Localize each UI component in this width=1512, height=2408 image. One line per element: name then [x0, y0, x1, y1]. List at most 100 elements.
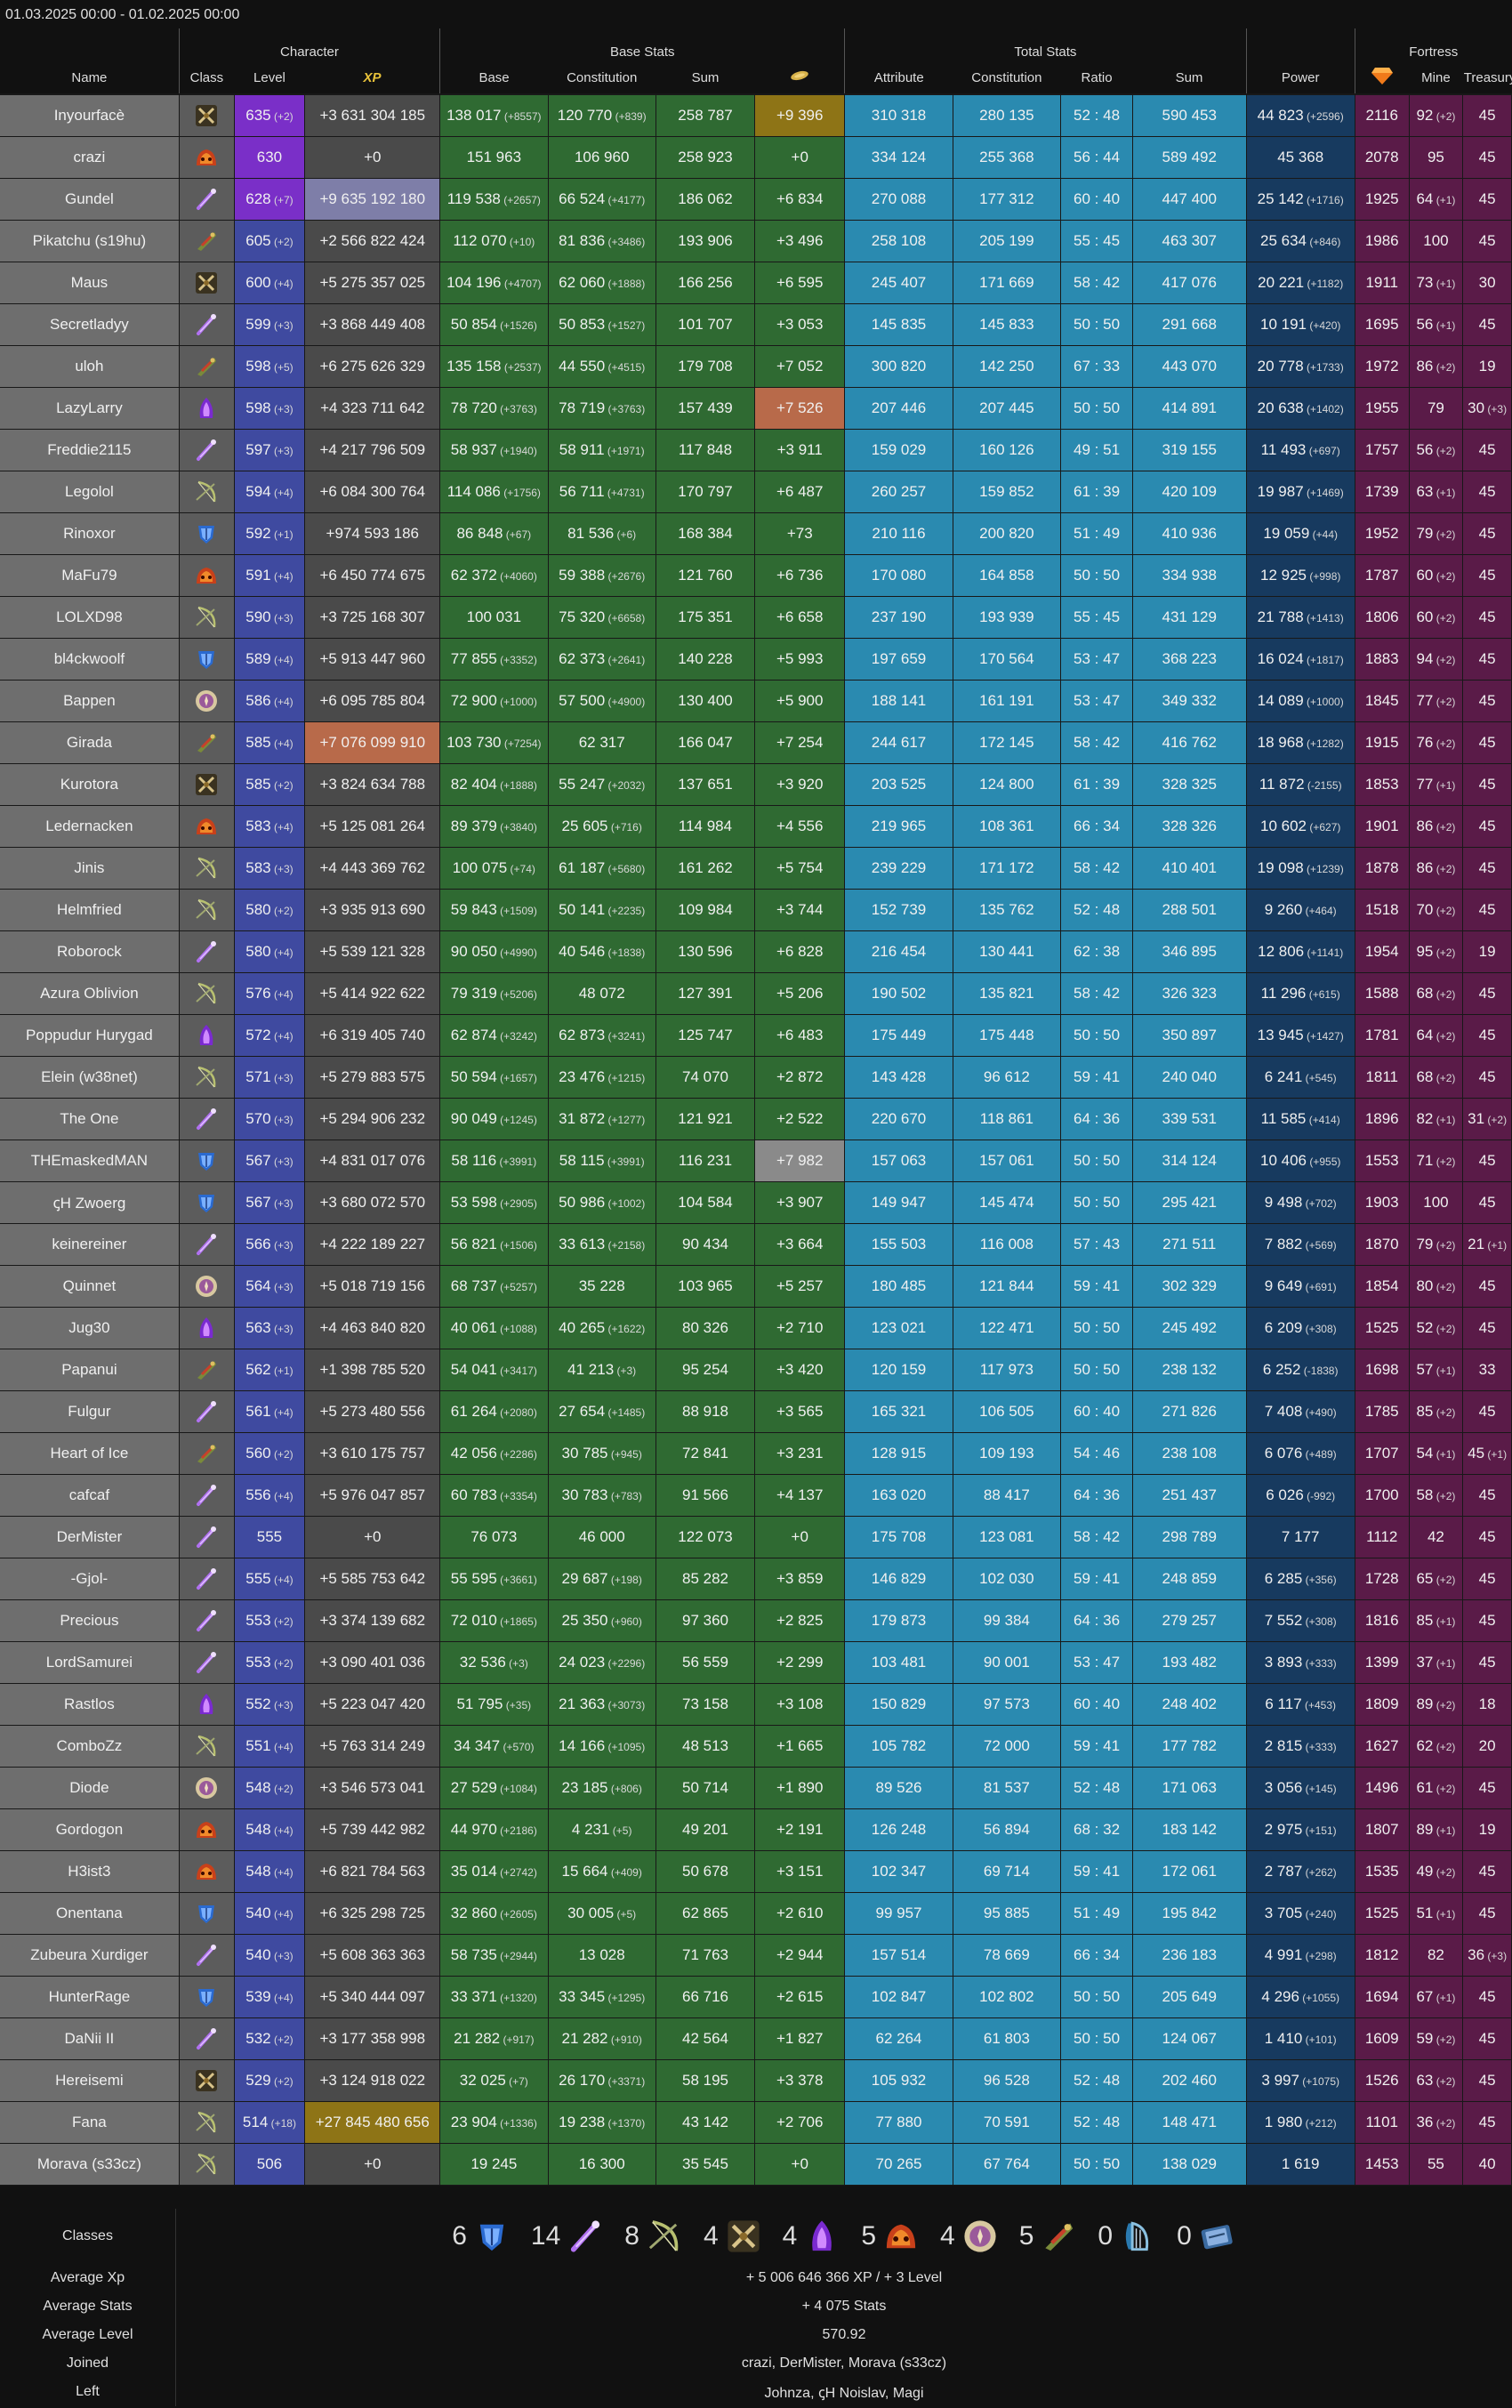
- table-row[interactable]: Roborock 580 (+4) +5 539 121 328 90 050 (+4…: [0, 930, 1512, 973]
- bonus-value: +3 907: [776, 1193, 824, 1211]
- gem-value: 1870: [1364, 1235, 1399, 1252]
- table-row[interactable]: -Gjol- 555 (+4) +5 585 753 642 55 595 (+366…: [0, 1558, 1512, 1600]
- table-row[interactable]: Gundel 628 (+7) +9 635 192 180 119 538 (+26…: [0, 178, 1512, 221]
- table-row[interactable]: cafcaf 556 (+4) +5 976 047 857 60 783 (+335…: [0, 1474, 1512, 1517]
- table-row[interactable]: Rastlos 552 (+3) +5 223 047 420 51 795 (+35…: [0, 1683, 1512, 1726]
- table-row[interactable]: Precious 553 (+2) +3 374 139 682 72 010 (+1…: [0, 1599, 1512, 1642]
- ratio-value: 52 : 48: [1074, 1778, 1121, 1796]
- table-row[interactable]: Maus 600 (+4) +5 275 357 025 104 196 (+4707…: [0, 262, 1512, 304]
- player-name: LazyLarry: [0, 387, 180, 430]
- archer-icon: [645, 2217, 684, 2256]
- header-total-sum[interactable]: Sum: [1132, 61, 1246, 94]
- table-row[interactable]: Inyourfacè 635 (+2) +3 631 304 185 138 017 …: [0, 93, 1512, 137]
- table-row[interactable]: Secretladyy 599 (+3) +3 868 449 408 50 854 …: [0, 303, 1512, 346]
- header-name[interactable]: Name: [0, 61, 180, 94]
- table-row[interactable]: Azura Oblivion 576 (+4) +5 414 922 622 79 3…: [0, 972, 1512, 1015]
- mage-icon: [193, 938, 220, 965]
- base-sum-value: 85 282: [682, 1569, 728, 1587]
- table-row[interactable]: Morava (s33cz) 506 +0 19 245 16 300 35 545 +0 7…: [0, 2143, 1512, 2186]
- xp: +4 222 189 227: [304, 1223, 441, 1266]
- header-gem[interactable]: [1354, 61, 1410, 94]
- assassin-icon: [802, 2217, 841, 2256]
- ratio: 61 : 39: [1060, 763, 1133, 806]
- header-class[interactable]: Class: [178, 61, 234, 94]
- table-row[interactable]: Zubeura Xurdiger 540 (+3) +5 608 363 363 58…: [0, 1934, 1512, 1977]
- power-delta: (+1182): [1304, 277, 1344, 290]
- table-row[interactable]: Rinoxor 592 (+1) +974 593 186 86 848 (+67) 8…: [0, 512, 1512, 555]
- ratio-value: 62 : 38: [1074, 942, 1121, 960]
- mine: 56 (+1): [1409, 303, 1464, 346]
- constitution-value: 106 960: [574, 148, 630, 165]
- power-delta: (+1716): [1303, 193, 1344, 206]
- table-row[interactable]: Gordogon 548 (+4) +5 739 442 982 44 970 (+2…: [0, 1808, 1512, 1851]
- table-row[interactable]: HunterRage 539 (+4) +5 340 444 097 33 371 (…: [0, 1976, 1512, 2018]
- header-attribute[interactable]: Attribute: [844, 61, 953, 94]
- base-stat: 104 196 (+4707): [439, 262, 549, 304]
- attribute-value: 159 029: [871, 440, 927, 458]
- mine-delta: (+2): [1433, 1238, 1456, 1252]
- table-row[interactable]: H3ist3 548 (+4) +6 821 784 563 35 014 (+274…: [0, 1850, 1512, 1893]
- table-row[interactable]: Onentana 540 (+4) +6 325 298 725 32 860 (+2…: [0, 1892, 1512, 1935]
- table-row[interactable]: crazi 630 +0 151 963 106 960 258 923 +0 334 124…: [0, 136, 1512, 179]
- header-power[interactable]: Power: [1245, 61, 1355, 94]
- header-base[interactable]: Base: [439, 61, 548, 94]
- scroll-icon: [790, 69, 809, 85]
- table-row[interactable]: Poppudur Hurygad 572 (+4) +6 319 405 740 62…: [0, 1014, 1512, 1057]
- constitution: 81 536 (+6): [548, 512, 656, 555]
- constitution: 16 300: [548, 2143, 656, 2186]
- ratio-value: 64 : 36: [1074, 1611, 1121, 1629]
- header-treasury[interactable]: Treasury: [1462, 61, 1512, 94]
- header-sum[interactable]: Sum: [655, 61, 755, 94]
- header-ratio[interactable]: Ratio: [1060, 61, 1133, 94]
- header-xp[interactable]: XP: [304, 61, 440, 94]
- xp: +0: [304, 1516, 441, 1558]
- table-row[interactable]: Fulgur 561 (+4) +5 273 480 556 61 264 (+208…: [0, 1390, 1512, 1433]
- table-row[interactable]: Jug30 563 (+3) +4 463 840 820 40 061 (+1088…: [0, 1307, 1512, 1349]
- treasury-value: 45: [1478, 691, 1496, 709]
- table-row[interactable]: Helmfried 580 (+2) +3 935 913 690 59 843 (+…: [0, 889, 1512, 931]
- base-sum: 80 326: [655, 1307, 756, 1349]
- table-row[interactable]: LazyLarry 598 (+3) +4 323 711 642 78 720 (+…: [0, 387, 1512, 430]
- treasury-delta: (+3): [1484, 1949, 1508, 1962]
- header-bonus[interactable]: [754, 61, 845, 94]
- table-row[interactable]: Papanui 562 (+1) +1 398 785 520 54 041 (+34…: [0, 1349, 1512, 1391]
- header-level[interactable]: Level: [234, 61, 305, 94]
- table-row[interactable]: ComboZz 551 (+4) +5 763 314 249 34 347 (+57…: [0, 1725, 1512, 1768]
- table-row[interactable]: THEmaskedMAN 567 (+3) +4 831 017 076 58 116…: [0, 1140, 1512, 1182]
- table-row[interactable]: MaFu79 591 (+4) +6 450 774 675 62 372 (+406…: [0, 554, 1512, 597]
- table-row[interactable]: The One 570 (+3) +5 294 906 232 90 049 (+12…: [0, 1098, 1512, 1140]
- table-row[interactable]: Elein (w38net) 571 (+3) +5 279 883 575 50 5…: [0, 1056, 1512, 1099]
- table-row[interactable]: uloh 598 (+5) +6 275 626 329 135 158 (+2537…: [0, 345, 1512, 388]
- total-sum: 202 460: [1132, 2059, 1247, 2102]
- header-mine[interactable]: Mine: [1409, 61, 1463, 94]
- table-row[interactable]: Heart of Ice 560 (+2) +3 610 175 757 42 056…: [0, 1432, 1512, 1475]
- table-row[interactable]: Girada 585 (+4) +7 076 099 910 103 730 (+72…: [0, 721, 1512, 764]
- table-row[interactable]: Pikatchu (s19hu) 605 (+2) +2 566 822 424 11…: [0, 220, 1512, 262]
- table-row[interactable]: DaNii II 532 (+2) +3 177 358 998 21 282 (+9…: [0, 2017, 1512, 2060]
- table-row[interactable]: keinereiner 566 (+3) +4 222 189 227 56 821 …: [0, 1223, 1512, 1266]
- total-sum-value: 420 109: [1162, 482, 1217, 500]
- base-stat-value: 62 874: [450, 1026, 497, 1043]
- table-row[interactable]: Bappen 586 (+4) +6 095 785 804 72 900 (+100…: [0, 680, 1512, 722]
- table-row[interactable]: Hereisemi 529 (+2) +3 124 918 022 32 025 (+…: [0, 2059, 1512, 2102]
- table-row[interactable]: LOLXD98 590 (+3) +3 725 168 307 100 031 75 3…: [0, 596, 1512, 639]
- base-sum-value: 88 918: [682, 1402, 728, 1420]
- table-row[interactable]: Jinis 583 (+3) +4 443 369 762 100 075 (+74)…: [0, 847, 1512, 890]
- table-row[interactable]: Legolol 594 (+4) +6 084 300 764 114 086 (+1…: [0, 471, 1512, 513]
- table-row[interactable]: DerMister 555 +0 76 073 46 000 122 073 +0 175 7…: [0, 1516, 1512, 1558]
- header-constitution[interactable]: Constitution: [548, 61, 656, 94]
- gem-value: 1525: [1364, 1904, 1399, 1921]
- table-row[interactable]: Diode 548 (+2) +3 546 573 041 27 529 (+1084…: [0, 1767, 1512, 1809]
- table-row[interactable]: Ledernacken 583 (+4) +5 125 081 264 89 379 …: [0, 805, 1512, 848]
- table-row[interactable]: Freddie2115 597 (+3) +4 217 796 509 58 937 …: [0, 429, 1512, 471]
- table-row[interactable]: LordSamurei 553 (+2) +3 090 401 036 32 536 …: [0, 1641, 1512, 1684]
- table-row[interactable]: bl4ckwoolf 589 (+4) +5 913 447 960 77 855 (…: [0, 638, 1512, 681]
- header-total-constitution[interactable]: Constitution: [953, 61, 1061, 94]
- table-row[interactable]: Quinnet 564 (+3) +5 018 719 156 68 737 (+52…: [0, 1265, 1512, 1308]
- mine: 64 (+2): [1409, 1014, 1464, 1057]
- table-row[interactable]: Fana 514 (+18) +27 845 480 656 23 904 (+133…: [0, 2101, 1512, 2144]
- table-row[interactable]: Kurotora 585 (+2) +3 824 634 788 82 404 (+1…: [0, 763, 1512, 806]
- base-stat: 78 720 (+3763): [439, 387, 549, 430]
- base-sum: 95 254: [655, 1349, 756, 1391]
- table-row[interactable]: ꞔH Zwoerg 567 (+3) +3 680 072 570 53 598 (+…: [0, 1181, 1512, 1224]
